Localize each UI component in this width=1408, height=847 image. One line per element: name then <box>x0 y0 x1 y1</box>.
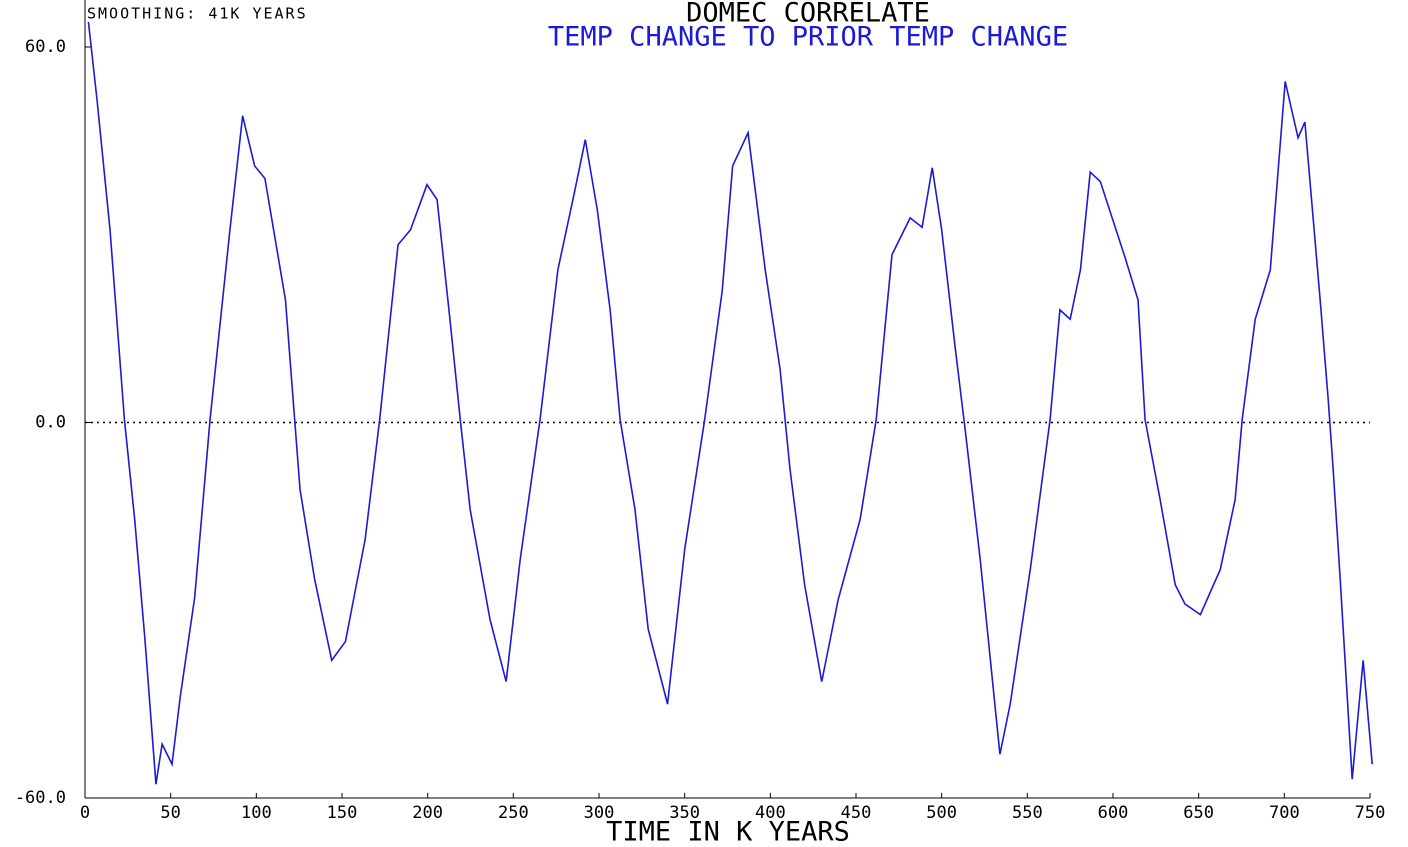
x-tick-label: 700 <box>1269 803 1300 823</box>
x-tick-label: 200 <box>412 803 443 823</box>
x-tick-label: 300 <box>584 803 615 823</box>
y-tick-label: 0.0 <box>35 413 66 433</box>
y-tick-label: 60.0 <box>25 37 66 57</box>
x-tick-label: 750 <box>1355 803 1386 823</box>
x-tick-label: 350 <box>669 803 700 823</box>
x-tick-label: 550 <box>1012 803 1043 823</box>
x-tick-label: 50 <box>160 803 180 823</box>
x-axis-label: TIME IN K YEARS <box>606 817 850 847</box>
x-tick-label: 100 <box>241 803 272 823</box>
x-tick-label: 500 <box>926 803 957 823</box>
x-tick-label: 600 <box>1098 803 1129 823</box>
x-tick-label: 150 <box>327 803 358 823</box>
y-tick-label: -60.0 <box>15 788 66 808</box>
x-tick-label: 400 <box>755 803 786 823</box>
data-line <box>87 21 1374 785</box>
x-tick-label: 250 <box>498 803 529 823</box>
chart-subtitle: TEMP CHANGE TO PRIOR TEMP CHANGE <box>548 22 1068 53</box>
x-tick-label: 650 <box>1183 803 1214 823</box>
chart-title: DOMEC CORRELATE <box>686 0 930 29</box>
x-tick-label: 450 <box>841 803 872 823</box>
smoothing-note: SMOOTHING: 41K YEARS <box>87 5 308 23</box>
x-tick-label: 0 <box>80 803 90 823</box>
